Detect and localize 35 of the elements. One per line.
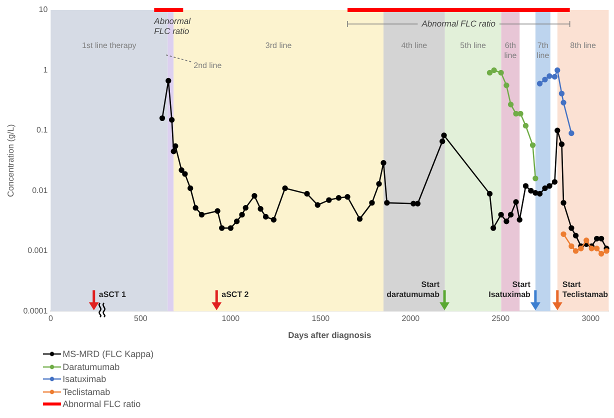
y-tick-label: 0.01 bbox=[32, 186, 48, 195]
y-tick-label: 1 bbox=[43, 65, 48, 74]
x-tick-label: 500 bbox=[134, 314, 148, 324]
band-label: 3rd line bbox=[265, 41, 292, 50]
annotation: aSCT 1 bbox=[98, 290, 127, 300]
annotation: Start Teclistamab bbox=[562, 280, 608, 300]
x-tick-label: 1500 bbox=[312, 314, 330, 324]
legend-label: Isatuximab bbox=[62, 373, 106, 386]
band-label: 4th line bbox=[401, 41, 428, 50]
y-tick-label: 0.0001 bbox=[23, 306, 48, 316]
x-tick-label: 0 bbox=[48, 314, 54, 324]
annotation: aSCT 2 bbox=[222, 290, 250, 300]
x-tick-label: 3000 bbox=[582, 314, 600, 324]
legend-label: Teclistamab bbox=[62, 386, 110, 398]
legend-label: Daratumumab bbox=[62, 360, 120, 373]
band-label: 1st line therapy bbox=[82, 41, 136, 50]
x-tick-label: 2000 bbox=[402, 314, 420, 324]
legend-label: MS-MRD (FLC Kappa) bbox=[62, 348, 154, 360]
band-label: 2nd line bbox=[194, 61, 222, 70]
annotation: Start Isatuximab bbox=[488, 280, 531, 300]
x-axis-title: Days after diagnosis bbox=[288, 330, 372, 340]
x-tick-label: 2500 bbox=[492, 314, 510, 324]
annotation: Abnormal FLC ratio bbox=[153, 16, 192, 36]
y-tick-label: 10 bbox=[38, 5, 48, 14]
annotation: Start daratumumab bbox=[386, 280, 440, 300]
y-axis-title: Concentration (g/L) bbox=[5, 124, 16, 197]
y-tick-label: 0.1 bbox=[36, 126, 48, 135]
band-label: 8th line bbox=[570, 41, 596, 50]
band-label: 6th line bbox=[504, 41, 518, 60]
y-tick-label: 0.001 bbox=[28, 246, 48, 256]
band-label: 5th line bbox=[460, 41, 487, 50]
x-tick-label: 1000 bbox=[222, 314, 240, 324]
band-label: 7th line bbox=[536, 41, 550, 60]
annotation: Abnormal FLC ratio bbox=[420, 18, 496, 28]
legend-label: Abnormal FLC ratio bbox=[62, 398, 141, 410]
